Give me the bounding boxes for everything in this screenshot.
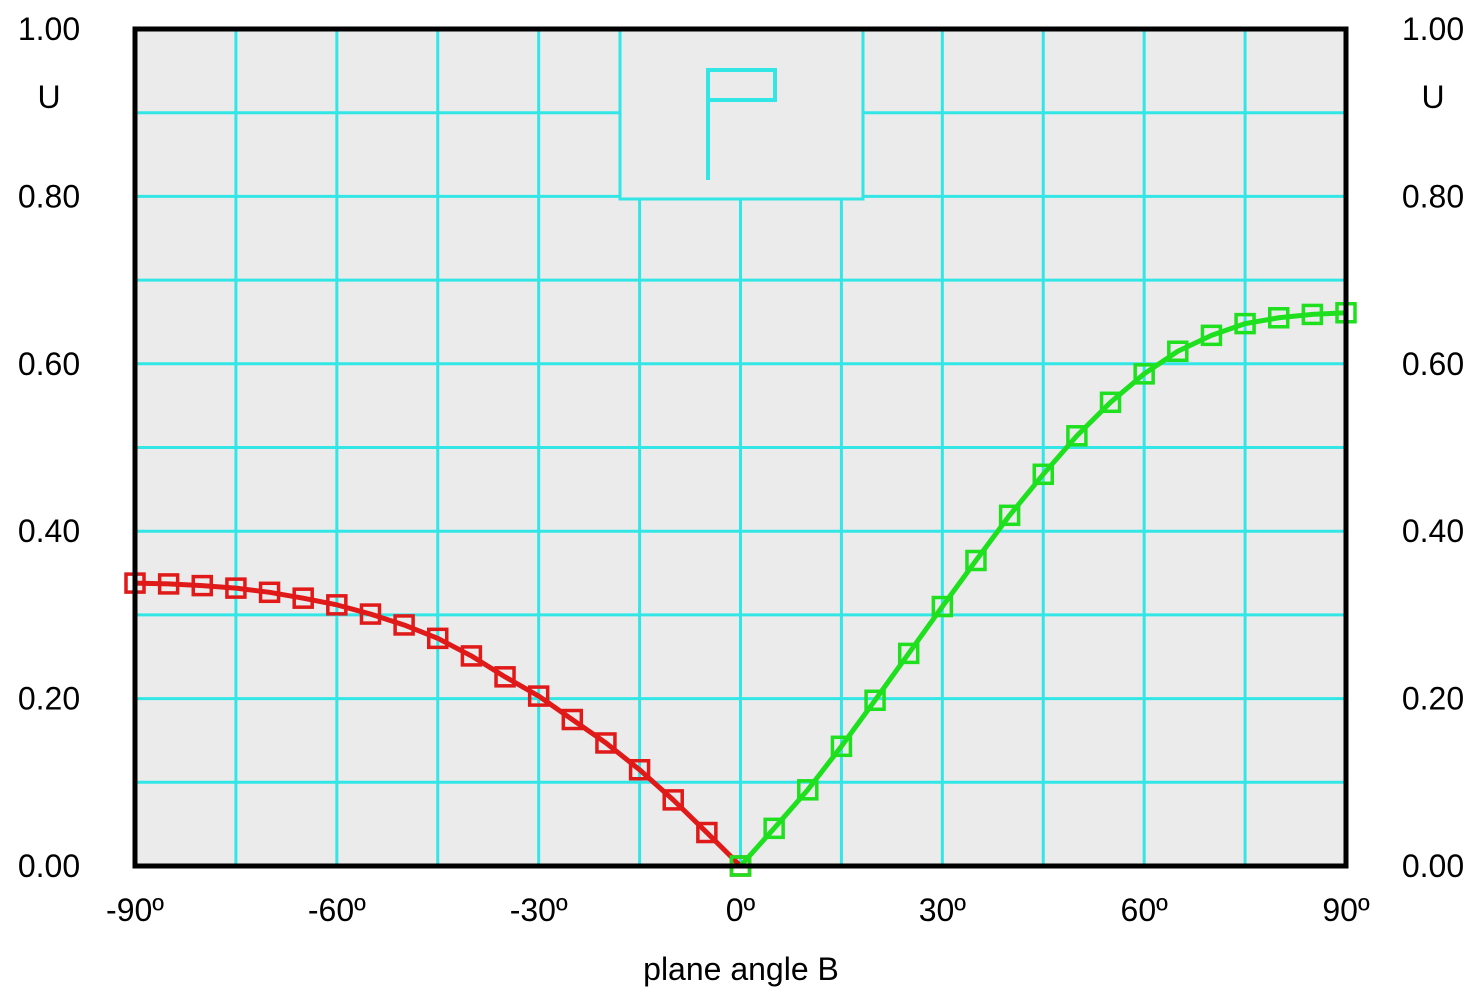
x-tick-label: 60º [1121,892,1169,928]
y-tick-label-right: 0.80 [1402,178,1464,214]
y-tick-label-left: 0.40 [18,513,80,549]
data-point [359,603,382,625]
series-0 [124,572,752,877]
x-tick-label: 0º [726,892,756,928]
data-point [1099,391,1122,414]
y-tick-label-left: 0.80 [18,178,80,214]
data-point [292,587,314,609]
y-tick-label-right: 0.00 [1402,848,1464,884]
data-point [595,732,617,754]
series-1 [729,301,1357,877]
x-tick-label: -90º [106,892,164,928]
data-point [427,627,449,650]
data-point [393,614,415,636]
inset: P [618,27,865,201]
x-tick-label: 90º [1322,892,1370,928]
data-point [157,573,180,595]
data-point [191,574,214,597]
plot-frame [132,26,1349,869]
data-point [797,779,819,801]
data-point [1032,463,1054,486]
data-point [1133,363,1155,385]
data-point [830,735,853,758]
series-line [134,580,743,868]
series-layer [124,301,1357,877]
data-point [696,821,718,844]
y-tick-label-right: 0.20 [1402,681,1464,717]
inset-box [618,27,865,201]
x-tick-label: -60º [308,892,366,928]
y-tick-label-left: 0.00 [18,848,80,884]
data-point [628,758,651,781]
p-symbol-icon [706,68,777,180]
data-point [1234,312,1256,335]
data-point [1200,324,1223,347]
y-axis-title-right: U [1421,79,1444,115]
ticks: -90º -60º -30º 0º 30º 60º 90º 0.00 0.00 0.20 0.20 0… [18,11,1464,928]
data-point [1066,425,1088,447]
y-tick-label-left: 0.60 [18,346,80,382]
y-tick-label-left: 1.00 [18,11,80,47]
y-tick-label-right: 0.40 [1402,513,1464,549]
data-point [931,595,954,618]
grid [135,29,1346,866]
data-point [1267,307,1290,329]
x-tick-label: -30º [510,892,568,928]
data-point [527,685,550,707]
data-point [1167,340,1189,362]
x-axis-title: plane angle B [643,951,839,987]
data-point [326,594,348,616]
data-point [561,708,584,731]
data-point [1301,303,1324,326]
series-line [738,310,1347,868]
x-tick-label: 30º [919,892,967,928]
data-point [225,577,247,599]
data-point [460,645,483,667]
y-tick-label-right: 0.60 [1402,346,1464,382]
data-point [494,666,516,688]
y-axis-title-left: U [37,79,60,115]
data-point [897,642,920,665]
data-point [662,789,684,811]
data-point [965,549,987,572]
data-point [864,689,886,712]
data-point [258,581,281,604]
y-tick-label-right: 1.00 [1402,11,1464,47]
y-tick-label-left: 0.20 [18,681,80,717]
data-point [763,817,785,840]
data-point [998,504,1021,527]
